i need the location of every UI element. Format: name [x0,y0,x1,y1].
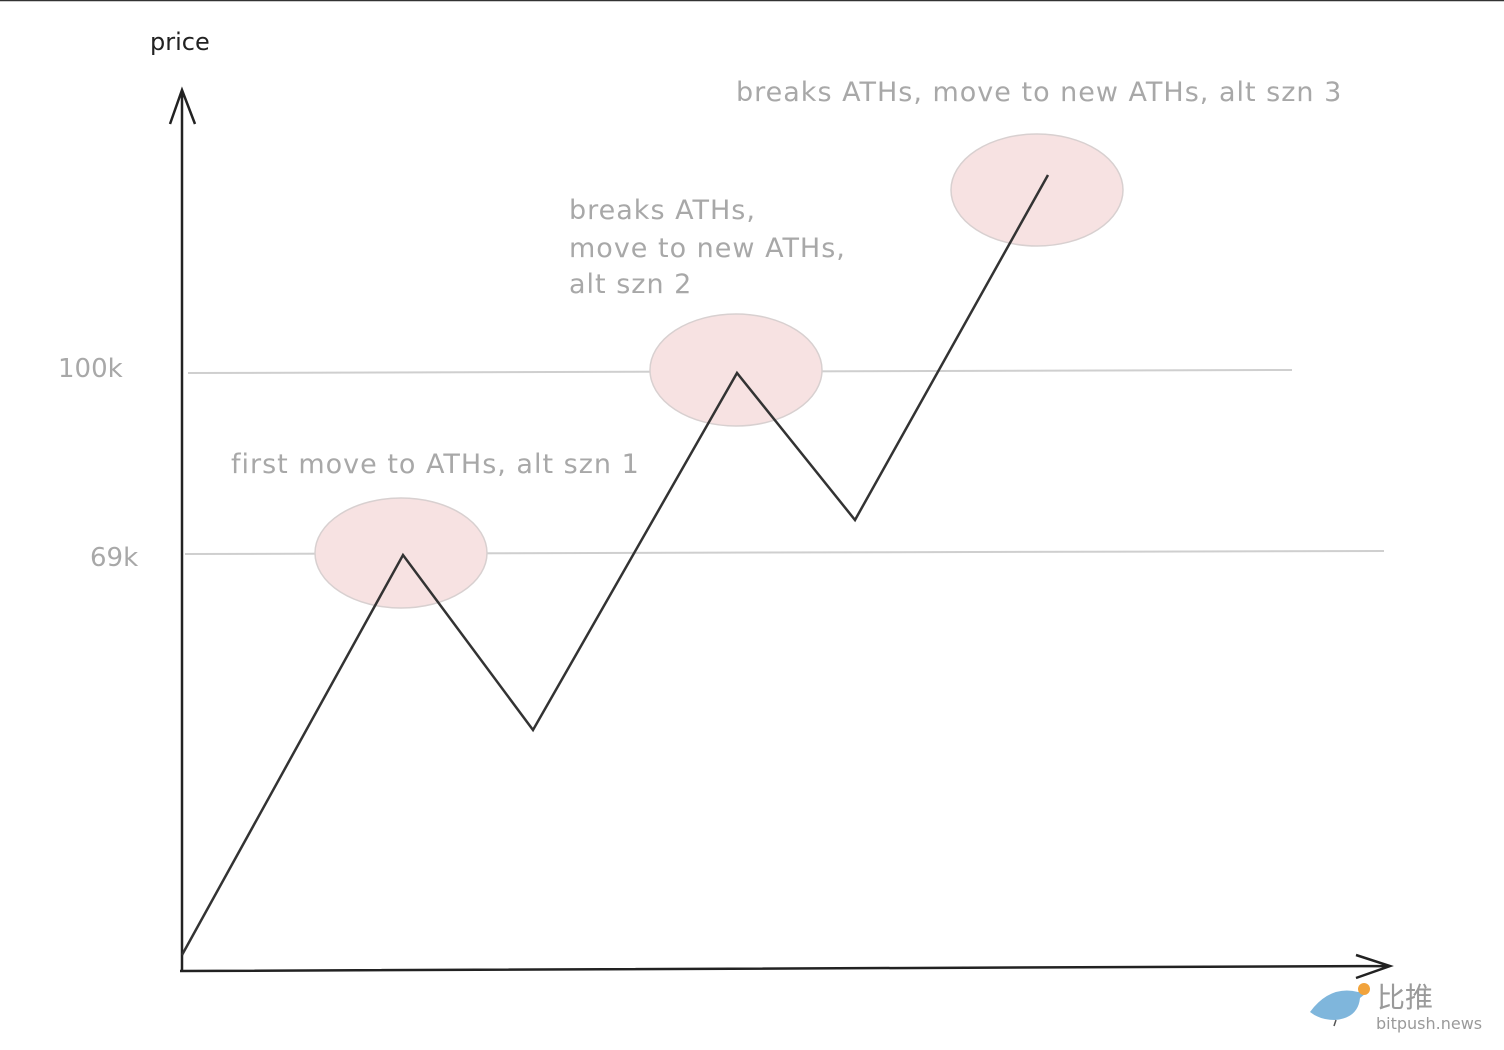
annotation: alt szn 2 [569,269,692,300]
watermark-brand: 比推 [1377,981,1433,1014]
highlight [649,313,823,427]
watermark-site: bitpush.news [1376,1014,1482,1033]
x-axis [179,953,1394,980]
watermark-logo [1310,983,1370,1027]
y-axis [168,86,197,972]
level-label: 100k [58,354,123,384]
annotation: breaks ATHs, move to new ATHs, alt szn 3 [736,77,1342,108]
highlight [314,497,488,609]
price-path [180,174,1050,956]
level-label: 69k [90,543,138,573]
annotation: breaks ATHs, [569,195,756,226]
highlight [950,133,1124,247]
y-axis-label: price [150,28,210,56]
annotation: move to new ATHs, [569,233,846,264]
annotation: first move to ATHs, alt szn 1 [231,449,640,480]
